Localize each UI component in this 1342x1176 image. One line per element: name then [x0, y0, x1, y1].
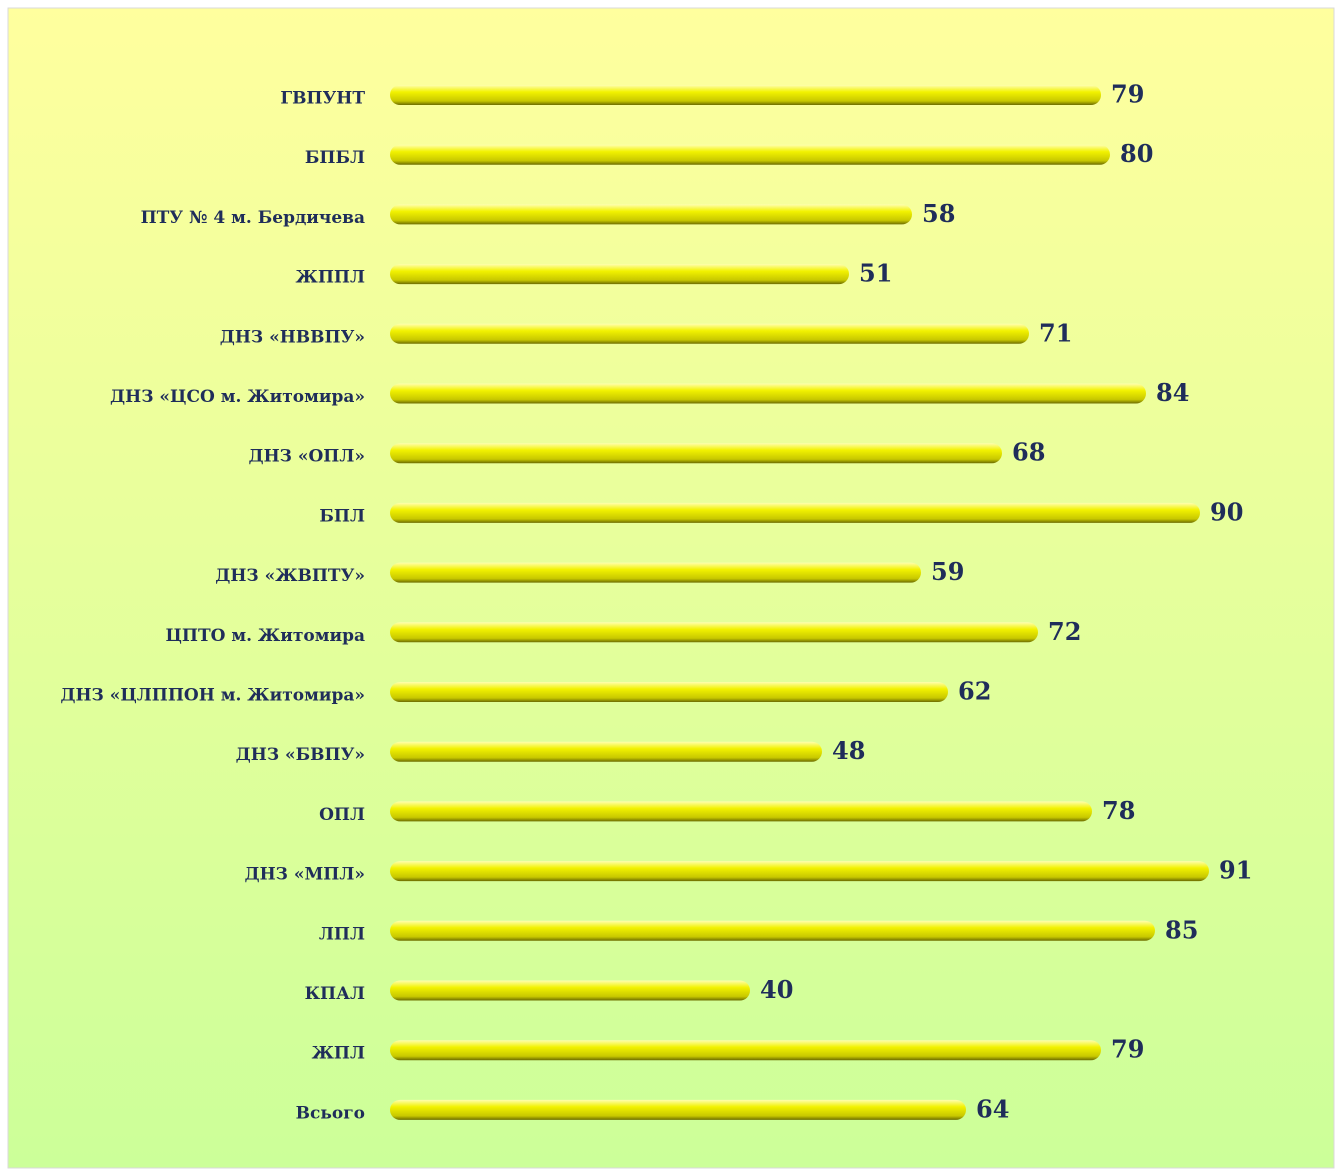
bar — [390, 861, 1209, 882]
value-label: 85 — [1165, 915, 1198, 944]
category-label: ОПЛ — [319, 805, 365, 825]
category-label: Всього — [296, 1103, 365, 1123]
bar — [390, 443, 1002, 464]
category-label: ДНЗ «НВВПУ» — [220, 327, 365, 347]
bar — [390, 920, 1155, 941]
value-label: 64 — [976, 1094, 1009, 1123]
value-label: 72 — [1048, 617, 1081, 646]
bar — [390, 264, 849, 285]
category-label: ЦПТО м. Житомира — [165, 626, 365, 646]
category-label: ДНЗ «ЦЛППОН м. Житомира» — [60, 686, 365, 706]
category-label: ДНЗ «БВПУ» — [236, 745, 365, 765]
value-label: 58 — [922, 199, 955, 228]
bar — [390, 323, 1029, 344]
value-label: 91 — [1219, 856, 1252, 885]
category-label: ЛПЛ — [319, 924, 365, 944]
bar — [390, 204, 912, 225]
category-label: ЖПЛ — [312, 1044, 365, 1064]
category-label: ДНЗ «ОПЛ» — [248, 447, 365, 467]
value-label: 78 — [1102, 796, 1135, 825]
category-label: КПАЛ — [305, 984, 365, 1004]
category-label: ДНЗ «ЖВПТУ» — [215, 566, 365, 586]
plot-background — [7, 7, 1335, 1169]
value-label: 48 — [832, 736, 865, 765]
bar — [390, 1099, 966, 1120]
bar — [390, 622, 1038, 643]
bar — [390, 144, 1110, 165]
category-label: ГВПУНТ — [280, 89, 365, 109]
value-label: 59 — [931, 557, 964, 586]
value-label: 84 — [1156, 378, 1189, 407]
value-label: 51 — [859, 259, 892, 288]
bar — [390, 980, 750, 1001]
value-label: 79 — [1111, 1035, 1144, 1064]
bar — [390, 801, 1092, 822]
bar — [390, 682, 948, 702]
bar — [390, 741, 822, 762]
value-label: 79 — [1111, 80, 1144, 109]
value-label: 68 — [1012, 438, 1045, 467]
value-label: 90 — [1210, 497, 1243, 526]
bar — [390, 502, 1200, 523]
value-label: 71 — [1039, 318, 1072, 347]
category-label: ДНЗ «ЦСО м. Житомира» — [110, 387, 365, 407]
bar — [390, 383, 1146, 404]
category-label: ДНЗ «МПЛ» — [244, 865, 365, 885]
category-label: ПТУ № 4 м. Бердичева — [141, 208, 365, 228]
bar — [390, 1040, 1101, 1061]
bar — [390, 85, 1101, 105]
category-label: ЖППЛ — [296, 268, 365, 288]
bar — [390, 562, 921, 583]
category-label: БПБЛ — [305, 148, 365, 168]
value-label: 80 — [1120, 139, 1153, 168]
value-label: 40 — [760, 975, 793, 1004]
value-label: 62 — [958, 677, 991, 706]
category-label: БПЛ — [319, 506, 365, 526]
